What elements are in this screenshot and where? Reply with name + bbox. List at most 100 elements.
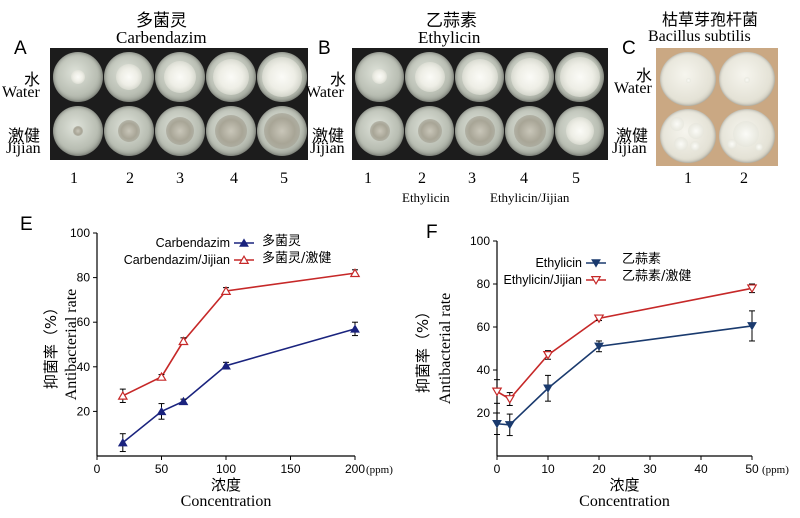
x-tick-label: 0 [494,462,501,476]
data-point-marker [239,238,249,247]
panel-a-num: 1 [70,170,78,187]
chart-e: 20 40 60 80 100 0 50 100 150 200 (ppm) 浓度Concentrat… [42,226,393,510]
y-tick-label: 100 [70,226,90,240]
y-tick-label: 80 [477,277,491,291]
panel-b-num: 5 [572,170,580,187]
panel-a-num: 2 [126,170,134,187]
legend-label: Carbendazim/Jijian [124,253,230,267]
series-line [122,272,356,397]
legend-label-zh: 多菌灵/激健 [262,250,331,266]
panel-b-photo [352,48,608,160]
panel-b-num: 4 [520,170,528,187]
dish [505,52,554,102]
data-point-marker [221,361,231,370]
legend-label: Carbendazim [156,236,230,250]
dish [455,52,504,102]
data-point-marker [350,324,360,333]
data-point-marker [156,406,167,416]
dish [53,52,103,102]
data-point-marker [491,387,503,397]
data-point-marker [238,255,250,264]
dish [206,52,256,102]
data-point-marker [591,259,601,268]
panel-b-row2-en: Jijian [310,140,345,157]
y-tick-label: 40 [477,363,491,377]
legend-label-zh: 多菌灵 [262,233,301,249]
panel-b-row1-zh: 水 [330,70,347,89]
data-point-marker [594,342,604,351]
x-axis-label-zh: 浓度 [211,476,241,494]
dish [257,52,307,102]
y-tick-label: 60 [477,320,491,334]
panel-a-row1-en: Water [2,84,40,101]
data-point-marker [590,276,602,285]
data-point-marker [504,421,515,430]
panel-b-num: 2 [418,170,426,187]
x-tick-label: 0 [94,462,101,476]
panel-a-letter: A [14,38,27,59]
dish [257,106,307,156]
y-tick-label: 60 [77,315,91,329]
data-point-marker [117,390,129,400]
panel-b-sublabel-ethylicin: Ethylicin [402,190,450,205]
panel-b-num: 1 [364,170,372,187]
data-point-marker [542,350,554,360]
y-tick-label: 20 [477,406,491,420]
panel-a-photo [50,48,308,160]
y-axis-label-en: Antibacterial rate [63,289,80,401]
data-point-marker [349,268,361,278]
dish [505,106,554,156]
data-point-marker [178,396,189,406]
panel-e-letter: E [20,214,33,235]
legend-label: Ethylicin [535,256,582,270]
dish [719,52,775,106]
dish [660,52,716,106]
panel-c-letter: C [622,38,636,59]
panel-c-row2-zh: 激健 [616,126,649,145]
panel-a-num: 4 [230,170,238,187]
dish [660,109,716,163]
panel-c-row1-zh: 水 [636,66,653,85]
x-axis-label-en: Concentration [181,493,272,510]
panel-c-num: 1 [684,170,692,187]
panel-b-letter: B [318,38,331,59]
panel-b-row1-en: Water [306,84,344,101]
y-tick-label: 40 [77,360,91,374]
dish [155,106,205,156]
panel-c-title-en: Bacillus subtilis [648,28,751,45]
legend-label-zh: 乙蒜素 [622,252,661,267]
dish [104,106,154,156]
panel-a-row1-zh: 水 [24,70,41,89]
x-tick-label: 150 [280,462,300,476]
dish [405,52,454,102]
panel-a-title-en: Carbendazim [116,28,207,47]
dish [405,106,454,156]
panel-b-row2-zh: 激健 [312,126,345,145]
dish [53,106,103,156]
x-unit-label: (ppm) [366,464,393,476]
y-tick-label: 100 [470,234,490,248]
x-axis-label-en: Concentration [579,493,670,510]
x-tick-label: 30 [643,462,657,476]
data-point-marker [156,371,167,381]
panel-a-num: 5 [280,170,288,187]
data-point-marker [492,419,502,429]
data-point-marker [747,322,757,331]
x-tick-label: 200 [345,462,365,476]
data-point-marker [746,284,758,294]
panel-c-title-zh: 枯草芽孢杆菌 [662,10,759,29]
x-tick-label: 20 [592,462,606,476]
panel-a-row2-zh: 激健 [8,126,41,145]
legend-label: Ethylicin/Jijian [503,273,582,287]
data-point-marker [178,336,189,346]
panel-a-num: 3 [176,170,184,187]
panel-a-row2-en: Jijian [6,140,41,157]
dish [155,52,205,102]
dish [355,106,404,156]
panel-c-num: 2 [740,170,748,187]
x-tick-label: 50 [745,462,759,476]
dish [555,52,604,102]
x-axis-label-zh: 浓度 [609,476,639,494]
series-line [496,325,753,426]
legend-label-zh: 乙蒜素/激健 [622,269,691,284]
